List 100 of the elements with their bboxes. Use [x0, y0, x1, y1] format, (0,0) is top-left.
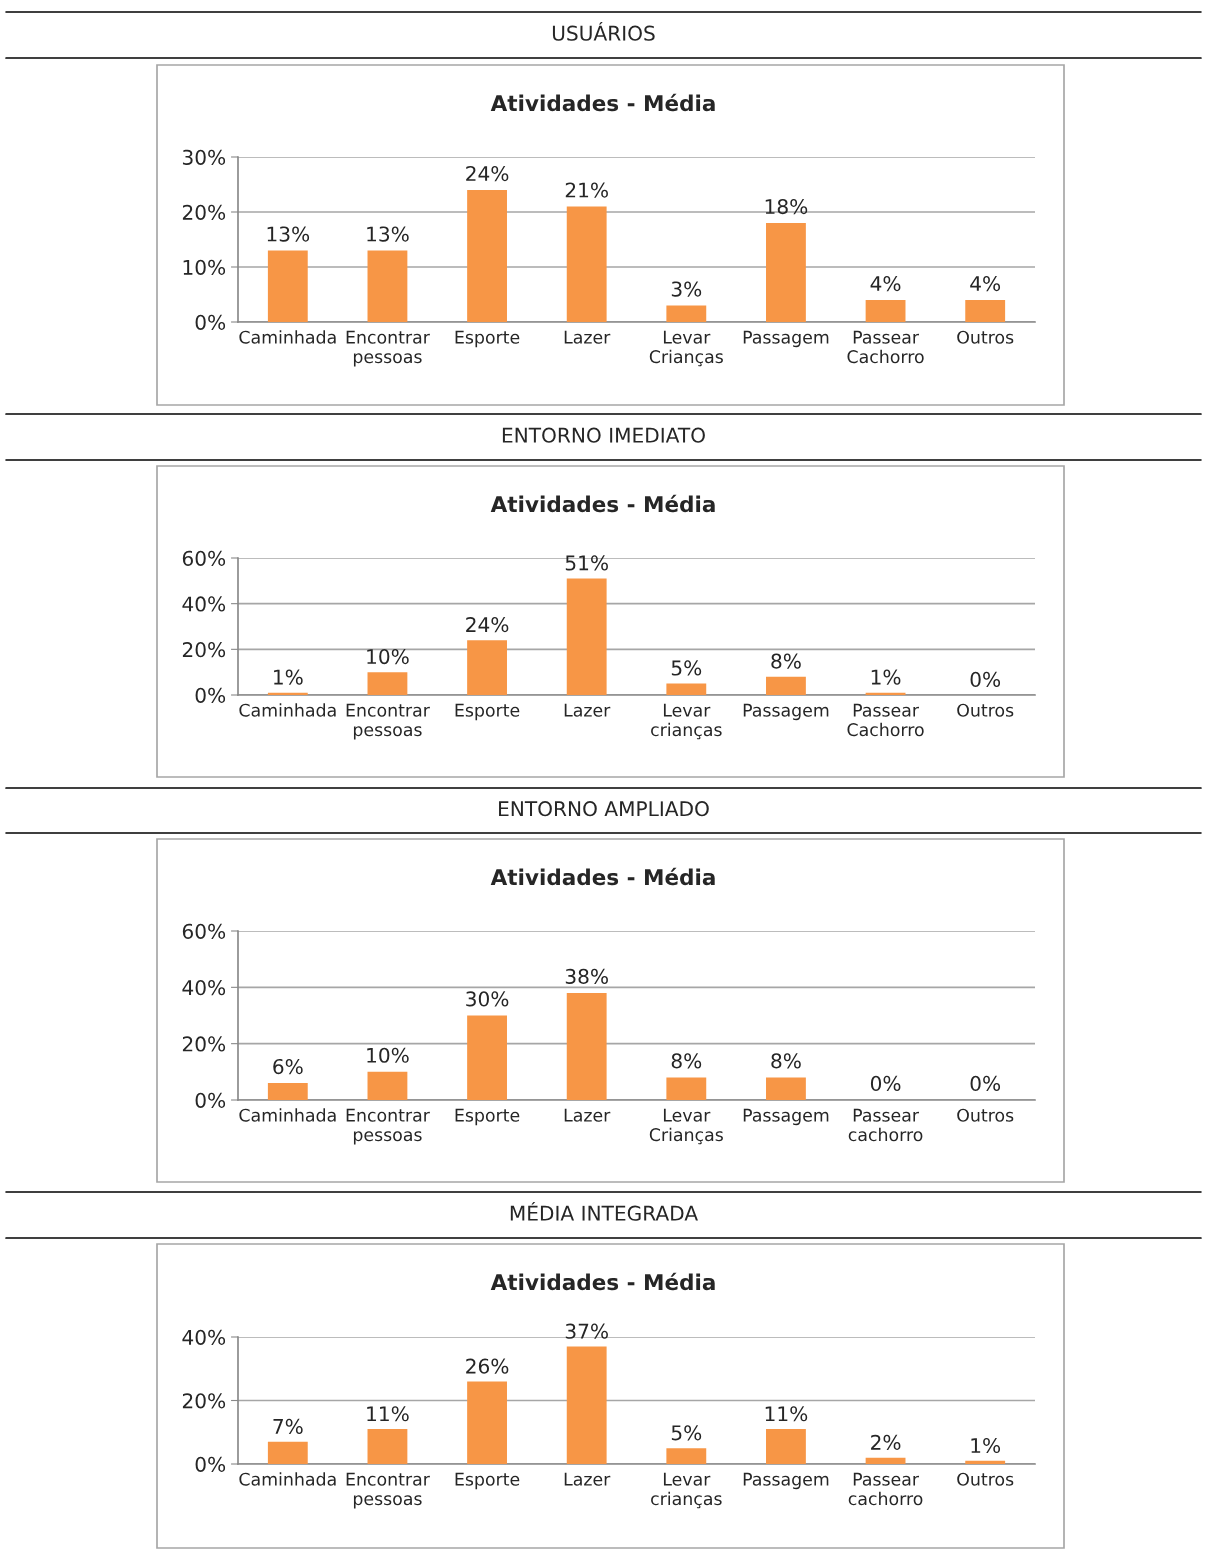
data-label: 13%	[267, 226, 310, 242]
data-label: 0%	[970, 671, 1001, 687]
x-tick-label: Outros	[957, 1472, 1014, 1486]
y-tick-label: 20%	[182, 1036, 226, 1052]
x-tick-label: Passagem	[743, 330, 829, 348]
x-tick-label: Passagem	[743, 703, 829, 721]
y-tick-label: 40%	[182, 980, 226, 996]
bar	[965, 300, 1006, 322]
chart-subtitle: ENTORNO IMEDIATO	[502, 427, 705, 443]
chart-subtitle: MÉDIA INTEGRADA	[510, 1201, 698, 1221]
chart-title: Atividades - Média	[490, 93, 715, 112]
x-tick-label: Lazer	[564, 1108, 611, 1122]
x-tick-label: Passagem	[743, 1472, 829, 1490]
y-tick-label: 0%	[195, 1456, 226, 1472]
bar	[467, 640, 507, 695]
y-tick-label: 60%	[182, 550, 226, 566]
bar	[865, 300, 906, 322]
bar	[367, 1071, 408, 1100]
bar	[666, 1448, 707, 1464]
y-tick-label: 40%	[182, 596, 226, 612]
bar	[566, 206, 607, 322]
chart-title: Atividades - Média	[490, 494, 715, 513]
x-tick-label: Esporte	[455, 703, 520, 721]
x-tick-label: Caminhada	[239, 1472, 336, 1486]
chart-title: Atividades - Média	[490, 1272, 715, 1291]
data-label: 8%	[771, 1053, 801, 1069]
bar	[766, 1429, 806, 1464]
bar	[367, 672, 408, 695]
x-tick-label: Passear Cachorro	[847, 330, 924, 364]
bar	[367, 1429, 408, 1464]
bar	[267, 1441, 308, 1464]
bar	[666, 1077, 707, 1100]
data-label: 4%	[870, 275, 901, 292]
data-label: 5%	[671, 1425, 702, 1441]
x-tick-label: Outros	[957, 330, 1014, 344]
x-tick-label: Encontrar pessoas	[346, 330, 430, 367]
data-label: 30%	[466, 991, 509, 1007]
data-label: 0%	[970, 1075, 1001, 1092]
x-tick-label: Outros	[957, 1108, 1014, 1122]
bar	[766, 676, 806, 695]
bar	[965, 1460, 1006, 1464]
bar	[666, 683, 707, 695]
data-label: 13%	[367, 226, 409, 242]
bar	[367, 250, 408, 322]
data-label: 1%	[971, 1437, 1001, 1454]
data-label: 8%	[671, 1053, 702, 1069]
x-tick-label: Passear cachorro	[848, 1108, 923, 1142]
data-label: 18%	[765, 198, 808, 215]
x-tick-label: Levar Crianças	[649, 1108, 723, 1145]
x-tick-label: Lazer	[564, 330, 611, 344]
data-label: 6%	[273, 1058, 303, 1075]
chart-subtitle: USUÁRIOS	[552, 21, 655, 41]
data-label: 10%	[367, 1047, 409, 1063]
x-tick-label: Caminhada	[239, 1108, 336, 1122]
y-tick-label: 0%	[195, 1092, 226, 1108]
y-tick-label: 20%	[182, 642, 226, 658]
bar	[666, 305, 707, 322]
y-tick-label: 10%	[183, 259, 226, 275]
bar	[865, 1457, 906, 1464]
x-tick-label: Levar crianças	[651, 703, 722, 740]
data-label: 38%	[565, 968, 608, 984]
bar	[566, 1346, 607, 1464]
x-tick-label: Encontrar pessoas	[346, 703, 430, 740]
x-tick-label: Esporte	[455, 330, 520, 348]
x-tick-label: Encontrar pessoas	[346, 1108, 430, 1145]
data-label: 24%	[466, 165, 509, 182]
x-tick-label: Lazer	[564, 1472, 611, 1486]
y-tick-label: 20%	[182, 204, 226, 220]
data-label: 8%	[771, 653, 801, 669]
x-tick-label: Lazer	[564, 703, 611, 717]
data-label: 11%	[765, 1406, 808, 1422]
x-tick-label: Passear Cachorro	[847, 703, 924, 737]
chart-subtitle: ENTORNO AMPLIADO	[499, 801, 709, 817]
bar	[267, 1083, 308, 1100]
data-label: 7%	[273, 1418, 303, 1435]
y-tick-label: 60%	[182, 923, 226, 939]
bar	[766, 1077, 806, 1100]
bar	[467, 1381, 507, 1464]
data-label: 3%	[671, 281, 702, 297]
x-tick-label: Passagem	[743, 1108, 829, 1126]
data-label: 37%	[565, 1323, 608, 1339]
x-tick-label: Esporte	[455, 1472, 520, 1490]
data-label: 21%	[565, 182, 608, 198]
data-label: 1%	[871, 669, 901, 685]
y-tick-label: 0%	[195, 314, 226, 330]
data-label: 0%	[870, 1075, 901, 1092]
data-label: 10%	[367, 648, 409, 665]
x-tick-label: Passear cachorro	[848, 1472, 923, 1506]
x-tick-label: Caminhada	[239, 703, 336, 717]
x-tick-label: Encontrar pessoas	[346, 1472, 430, 1509]
x-tick-label: Esporte	[455, 1108, 520, 1126]
bar	[267, 250, 308, 322]
data-label: 26%	[466, 1358, 509, 1374]
data-label: 24%	[466, 616, 509, 633]
x-tick-label: Outros	[957, 703, 1014, 717]
y-tick-label: 30%	[182, 149, 226, 165]
bar	[566, 578, 607, 695]
data-label: 4%	[970, 275, 1001, 292]
y-tick-label: 0%	[195, 687, 226, 703]
bar	[766, 223, 806, 322]
